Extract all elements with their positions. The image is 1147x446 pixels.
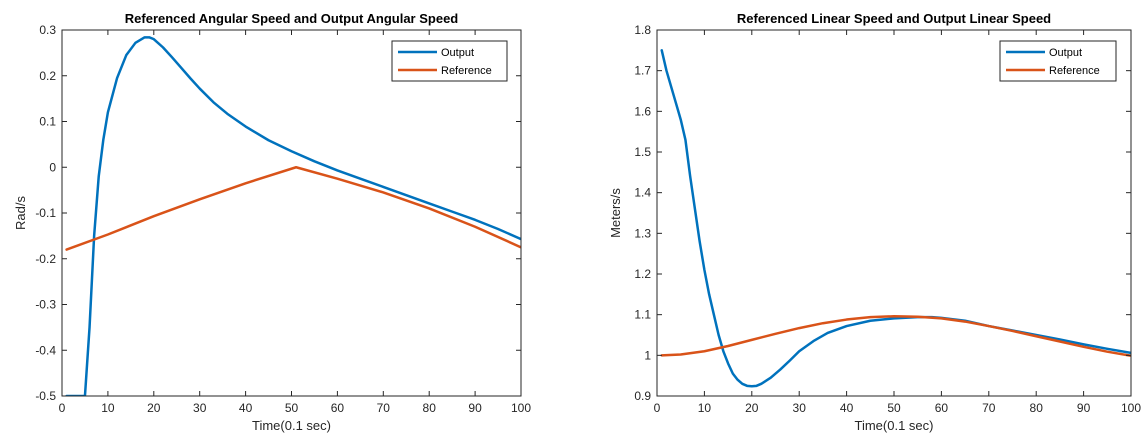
chart-2: Referenced Linear Speed and Output Linea… xyxy=(608,11,1141,433)
y-tick-label: -0.2 xyxy=(35,252,56,266)
y-tick-label: -0.3 xyxy=(35,298,56,312)
y-tick-label: -0.1 xyxy=(35,206,56,220)
x-tick-label: 60 xyxy=(935,401,949,415)
series-line-output xyxy=(65,36,521,396)
x-tick-label: 100 xyxy=(511,401,531,415)
y-tick-label: 0.1 xyxy=(39,115,56,129)
chart-title: Referenced Angular Speed and Output Angu… xyxy=(125,11,459,26)
legend-label-output: Output xyxy=(1049,47,1082,59)
x-tick-label: 70 xyxy=(377,401,391,415)
legend-label-reference: Reference xyxy=(1049,65,1100,77)
series-line-reference xyxy=(660,315,1131,357)
x-tick-label: 20 xyxy=(147,401,161,415)
x-tick-label: 50 xyxy=(887,401,901,415)
y-tick-label: 1.2 xyxy=(634,267,651,281)
y-tick-label: 0.3 xyxy=(39,23,56,37)
legend: Output Reference xyxy=(391,40,508,82)
series-line-output xyxy=(660,49,1131,388)
x-tick-label: 10 xyxy=(101,401,115,415)
x-tick-label: 80 xyxy=(1030,401,1044,415)
x-tick-label: 40 xyxy=(840,401,854,415)
legend-box xyxy=(999,40,1117,82)
y-tick-label: 1.5 xyxy=(634,145,651,159)
legend-box xyxy=(391,40,508,82)
x-tick-label: 30 xyxy=(793,401,807,415)
y-tick-label: 0.9 xyxy=(634,389,651,403)
legend-label-output: Output xyxy=(441,47,474,59)
x-tick-label: 90 xyxy=(1077,401,1091,415)
chart-title: Referenced Linear Speed and Output Linea… xyxy=(737,11,1051,26)
x-tick-label: 70 xyxy=(982,401,996,415)
x-axis-label: Time(0.1 sec) xyxy=(855,418,934,433)
x-tick-label: 30 xyxy=(193,401,207,415)
legend-label-reference: Reference xyxy=(441,65,492,77)
legend: Output Reference xyxy=(999,40,1117,82)
x-tick-label: 0 xyxy=(654,401,661,415)
series-lines xyxy=(660,49,1131,388)
y-tick-label: -0.5 xyxy=(35,389,56,403)
x-tick-label: 80 xyxy=(423,401,437,415)
y-tick-label: 1.7 xyxy=(634,64,651,78)
y-tick-label: 1.3 xyxy=(634,226,651,240)
y-tick-label: 1.4 xyxy=(634,186,651,200)
x-tick-label: 50 xyxy=(285,401,299,415)
y-tick-label: 1.6 xyxy=(634,104,651,118)
x-tick-label: 100 xyxy=(1121,401,1141,415)
x-tick-label: 90 xyxy=(468,401,482,415)
series-lines xyxy=(65,36,521,396)
axes-box xyxy=(61,29,522,397)
y-axis-label: Rad/s xyxy=(13,196,28,230)
y-tick-label: 1.1 xyxy=(634,308,651,322)
y-tick-label: -0.4 xyxy=(35,343,56,357)
series-line-reference xyxy=(65,166,521,251)
y-tick-label: 0.2 xyxy=(39,69,56,83)
y-axis-label: Meters/s xyxy=(608,188,623,238)
y-tick-label: 1.8 xyxy=(634,23,651,37)
y-tick-label: 1 xyxy=(644,348,651,362)
x-tick-label: 0 xyxy=(59,401,66,415)
x-tick-label: 10 xyxy=(698,401,712,415)
x-tick-label: 60 xyxy=(331,401,345,415)
x-tick-label: 40 xyxy=(239,401,253,415)
x-axis-label: Time(0.1 sec) xyxy=(252,418,331,433)
y-tick-label: 0 xyxy=(49,160,56,174)
chart-1: Referenced Angular Speed and Output Angu… xyxy=(13,11,531,433)
x-tick-label: 20 xyxy=(745,401,759,415)
